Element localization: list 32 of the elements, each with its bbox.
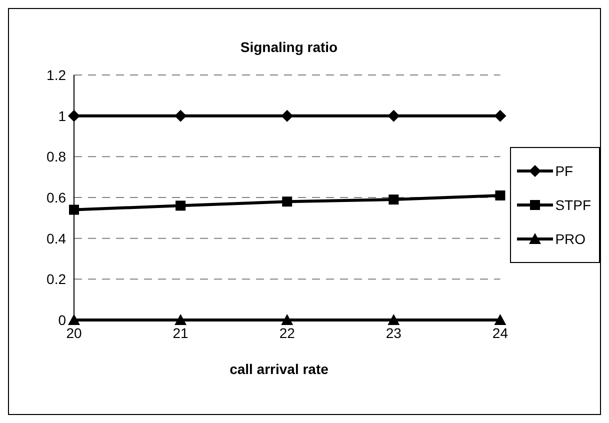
point	[68, 314, 80, 325]
y-tick-label: 0	[58, 312, 66, 328]
point	[281, 110, 294, 122]
point	[494, 110, 506, 122]
y-tick-label: 1.2	[46, 66, 66, 83]
y-tick-label: 0.6	[46, 189, 66, 206]
y-tick-label: 0.2	[46, 271, 66, 288]
point	[281, 314, 294, 325]
point	[174, 110, 187, 122]
chart-title: Signaling ratio	[239, 38, 339, 55]
x-tick-label: 21	[172, 324, 189, 341]
x-axis-title: call arrival rate	[228, 361, 330, 377]
legend-label: STPF	[555, 197, 591, 213]
point	[174, 314, 187, 325]
x-tick-label: 20	[66, 324, 82, 341]
point	[495, 190, 506, 200]
x-tick-label: 24	[492, 324, 508, 341]
point	[69, 204, 79, 215]
point	[388, 194, 399, 205]
point	[388, 110, 400, 122]
y-tick-label: 0.4	[46, 230, 66, 246]
y-tick-label: 0.8	[46, 148, 66, 165]
point	[176, 200, 186, 211]
point	[68, 110, 80, 122]
legend-label: PF	[555, 163, 574, 179]
x-tick-label: 23	[386, 324, 402, 341]
x-tick-label: 22	[279, 324, 296, 341]
point	[388, 314, 400, 325]
y-tick-label: 1	[58, 108, 66, 124]
point	[494, 314, 506, 325]
point	[282, 196, 292, 207]
legend-label: PRO	[555, 231, 586, 247]
